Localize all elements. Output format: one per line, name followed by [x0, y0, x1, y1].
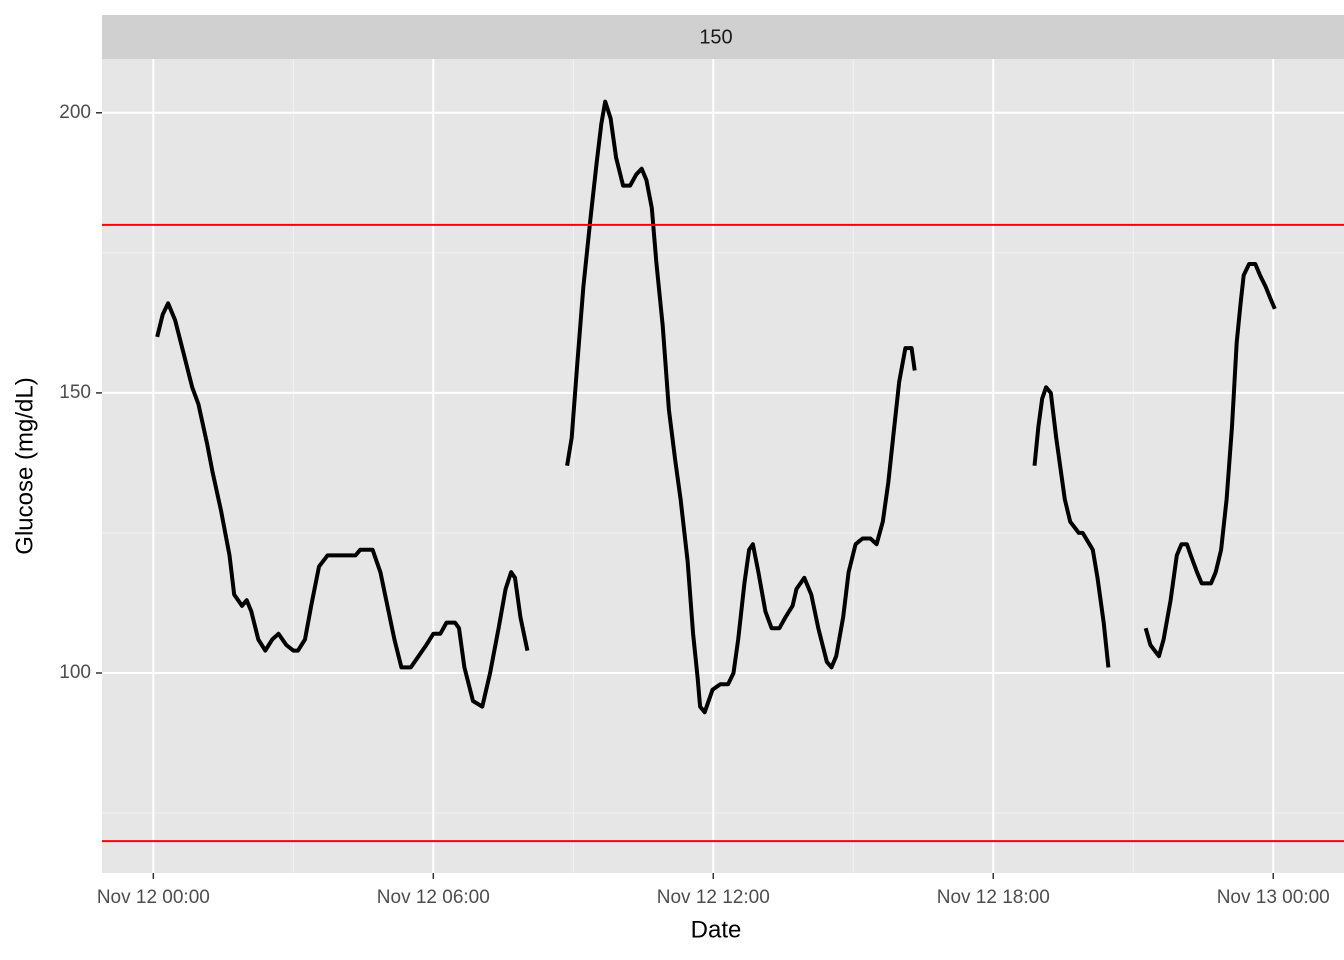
x-axis-title: Date — [691, 916, 742, 943]
panel — [102, 59, 1344, 873]
x-tick-label: Nov 12 00:00 — [97, 887, 210, 908]
x-tick-label: Nov 12 06:00 — [377, 887, 490, 908]
x-tick-label: Nov 13 00:00 — [1217, 887, 1330, 908]
y-tick-label: 150 — [59, 382, 91, 403]
y-tick-label: 100 — [59, 662, 91, 683]
x-tick-label: Nov 12 12:00 — [657, 887, 770, 908]
x-tick-label: Nov 12 18:00 — [937, 887, 1050, 908]
facet-label: 150 — [699, 26, 732, 48]
y-axis-title: Glucose (mg/dL) — [11, 377, 38, 554]
glucose-line — [155, 99, 1277, 715]
facet-strip — [102, 15, 1344, 59]
y-tick-label: 200 — [59, 102, 91, 123]
